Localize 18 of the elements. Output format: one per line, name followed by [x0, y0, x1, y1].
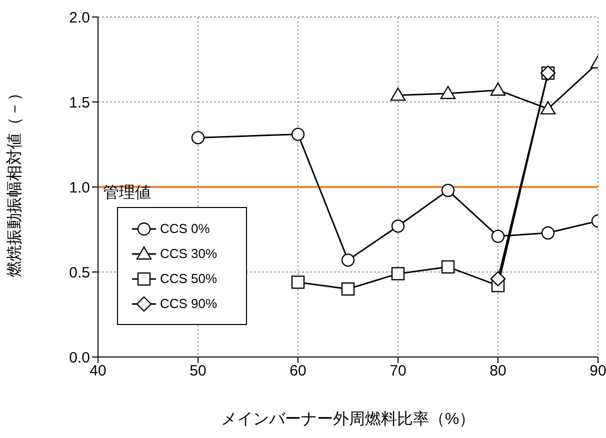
y-tick-label: 2.0	[69, 9, 90, 26]
y-tick-label: 0.0	[69, 349, 90, 366]
x-tick-label: 80	[490, 362, 506, 380]
y-tick-label: 0.5	[69, 264, 90, 282]
x-tick-label: 50	[190, 362, 206, 380]
legend-label: CCS 30%	[160, 246, 218, 261]
x-tick-label: 70	[390, 362, 406, 380]
x-tick-label: 40	[90, 362, 106, 380]
x-axis-title: メインバーナー外周燃料比率（%）	[220, 410, 476, 428]
legend-label: CCS 50%	[160, 271, 218, 286]
y-axis-title: 燃焼振動振幅相対値（－）	[6, 85, 24, 277]
legend-label: CCS 90%	[160, 296, 218, 311]
y-tick-label: 1.0	[69, 179, 90, 196]
x-tick-label: 60	[290, 362, 306, 380]
legend-label: CCS 0%	[160, 221, 210, 236]
x-tick-label: 90	[590, 362, 606, 380]
y-tick-label: 1.5	[69, 94, 90, 112]
ref-line-label: 管理値	[103, 184, 151, 202]
